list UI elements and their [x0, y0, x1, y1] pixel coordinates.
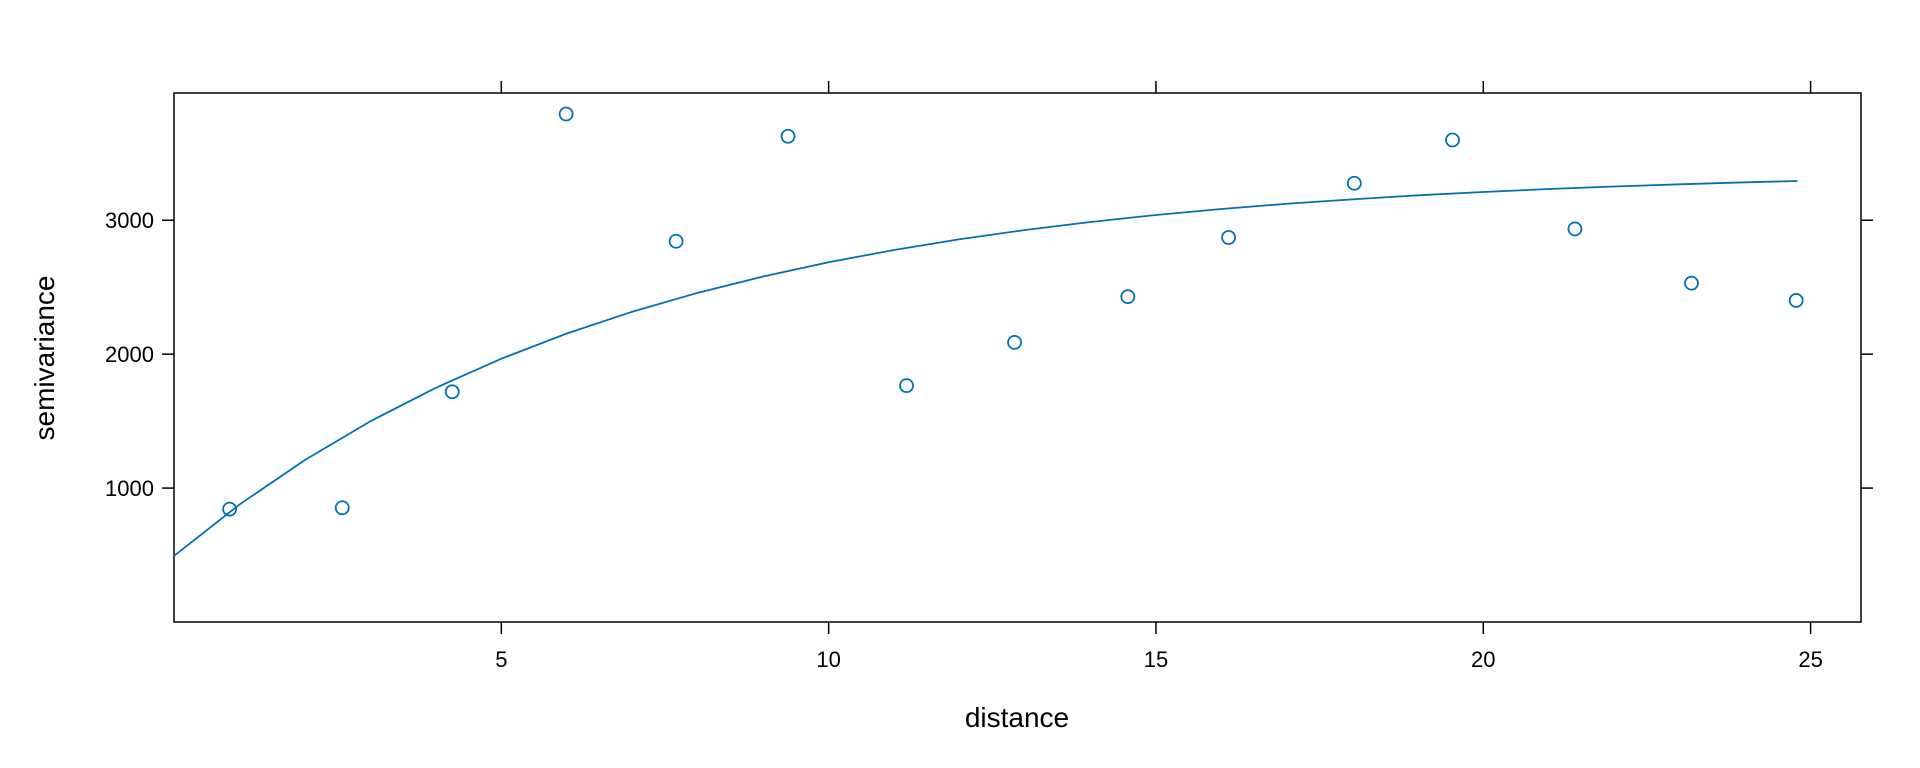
- fit-line: [173, 180, 1798, 557]
- y-tick-label: 3000: [105, 208, 154, 233]
- point: [222, 501, 238, 517]
- point: [334, 500, 350, 516]
- point: [558, 106, 574, 122]
- x-axis-label: distance: [965, 702, 1069, 733]
- point: [444, 384, 460, 400]
- x-tick-label: 10: [816, 647, 840, 672]
- point: [668, 233, 684, 249]
- point: [1684, 275, 1699, 291]
- point: [899, 378, 914, 394]
- x-tick-label: 20: [1471, 647, 1495, 672]
- point: [1445, 132, 1460, 148]
- point: [1788, 293, 1804, 308]
- point: [1007, 334, 1022, 350]
- y-tick-label: 2000: [105, 342, 154, 367]
- point: [1567, 221, 1583, 237]
- y-tick-label: 1000: [105, 476, 154, 501]
- x-tick-label: 15: [1144, 647, 1168, 672]
- x-tick-label: 25: [1798, 647, 1822, 672]
- point: [1221, 230, 1237, 245]
- point: [1346, 175, 1362, 191]
- point: [1120, 289, 1136, 305]
- y-axis-label: semivariance: [29, 276, 60, 441]
- x-tick-label: 5: [495, 647, 507, 672]
- point: [780, 128, 796, 144]
- plot-frame: [173, 92, 1862, 623]
